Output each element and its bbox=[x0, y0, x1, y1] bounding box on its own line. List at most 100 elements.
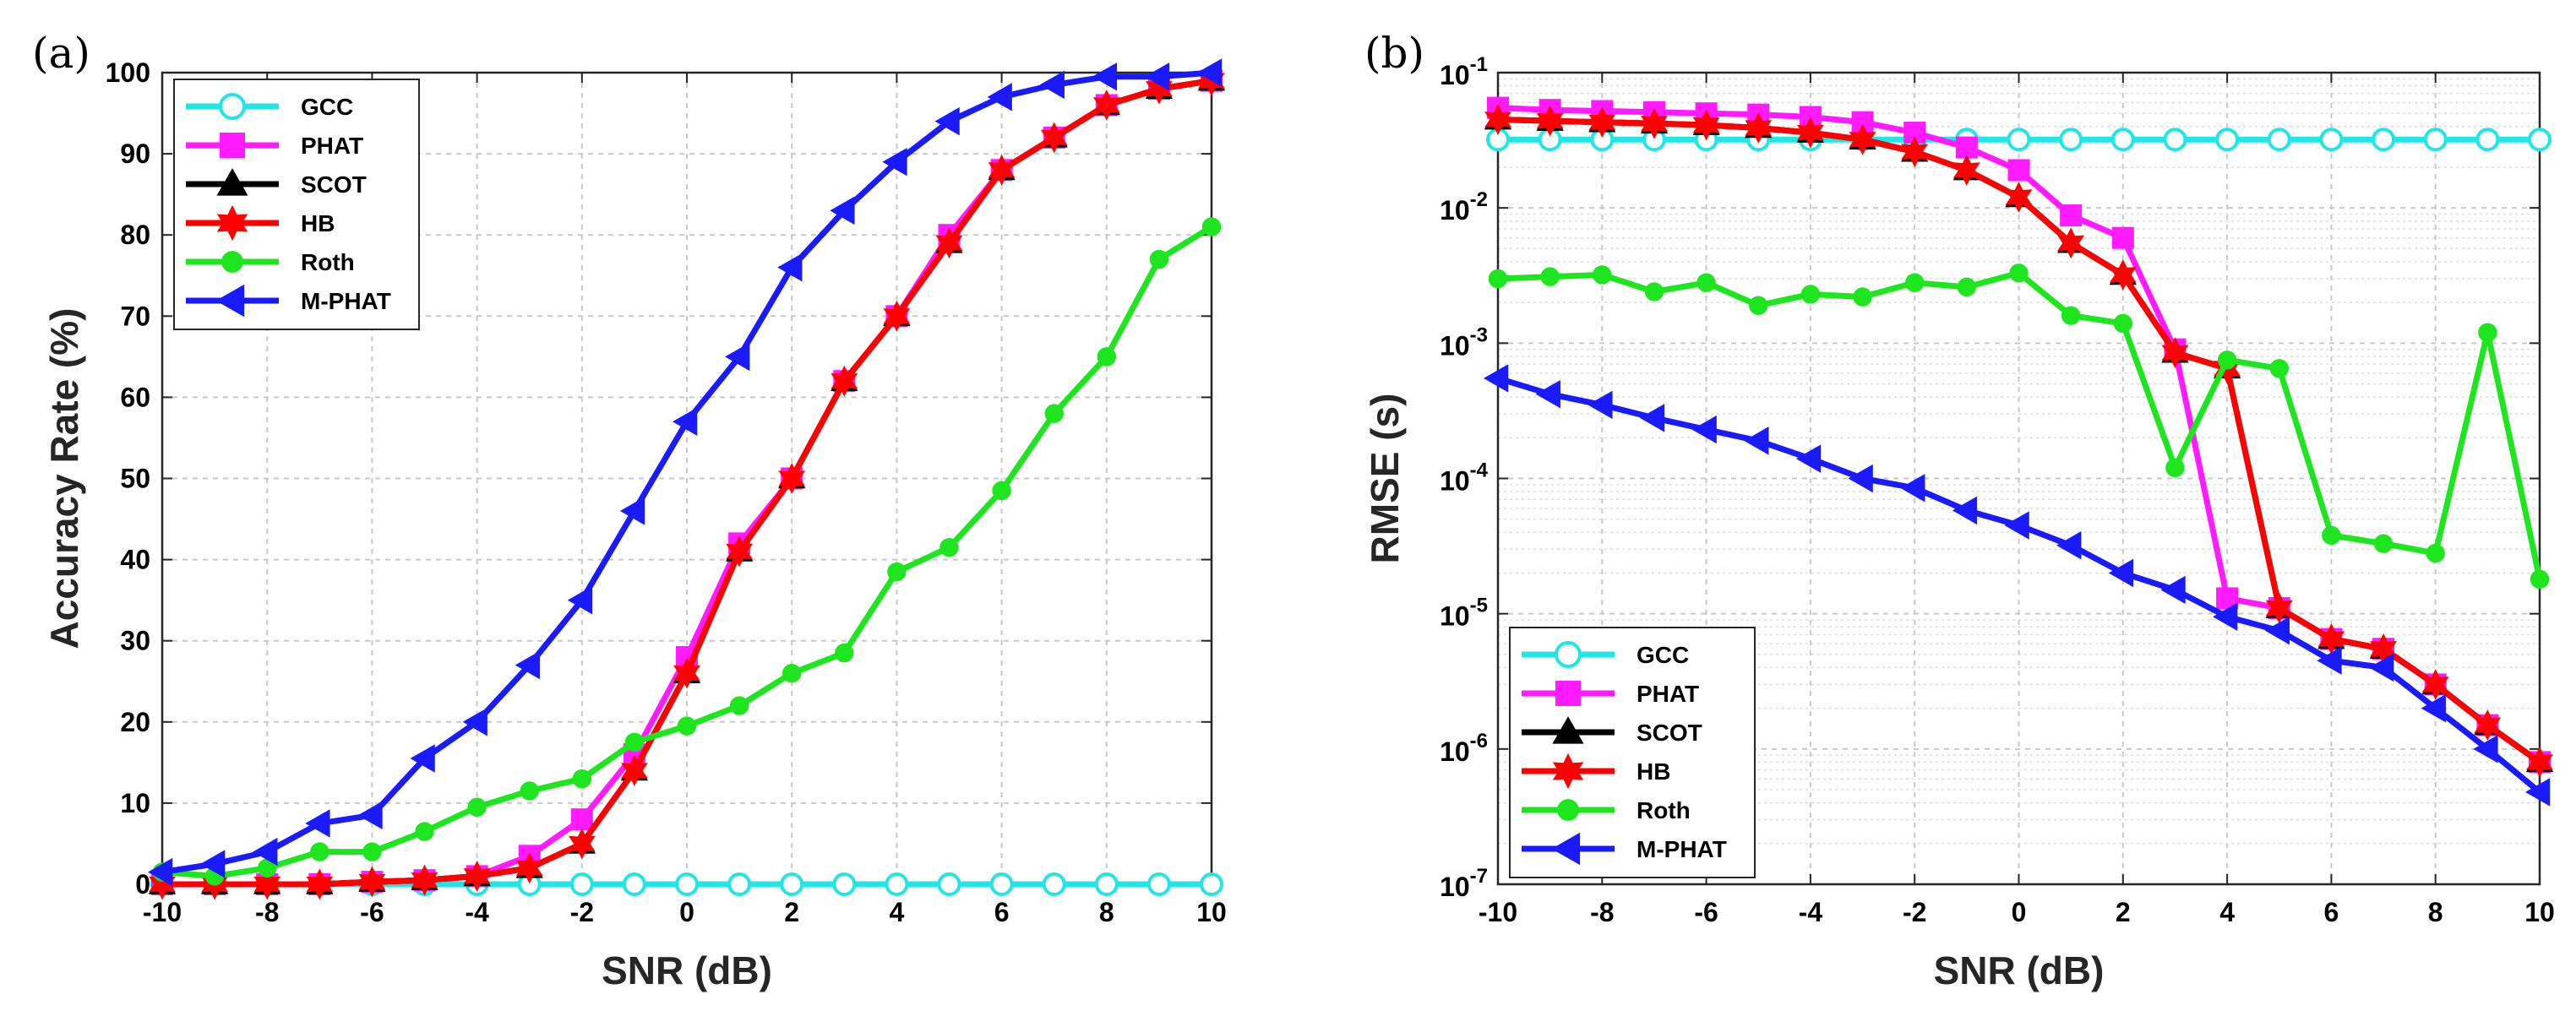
data-point bbox=[1144, 62, 1170, 91]
data-point bbox=[1849, 123, 1876, 155]
data-point bbox=[2426, 543, 2445, 563]
x-axis-title: SNR (dB) bbox=[602, 948, 772, 992]
legend-label: HB bbox=[301, 210, 335, 236]
data-point bbox=[1039, 70, 1065, 100]
data-point bbox=[310, 842, 329, 861]
data-point bbox=[1536, 105, 1564, 137]
data-point bbox=[726, 535, 754, 568]
chart-panel-a: -10 -8 -6 -4 -2 0 2 4 6 8 100102030405060708090100… bbox=[32, 29, 1227, 992]
data-point bbox=[887, 562, 907, 582]
x-tick-label: 0 bbox=[2012, 897, 2027, 927]
legend-entry: PHAT bbox=[186, 133, 363, 159]
data-point bbox=[1196, 58, 1223, 87]
data-point bbox=[1955, 136, 1978, 159]
data-point bbox=[672, 407, 698, 436]
legend: GCC PHAT SCOT HB Roth M-PHAT bbox=[173, 79, 420, 330]
data-point bbox=[2478, 323, 2497, 342]
data-point bbox=[1092, 62, 1118, 91]
data-point bbox=[2109, 258, 2137, 291]
x-tick-label: 10 bbox=[1196, 897, 1227, 927]
data-point bbox=[1639, 404, 1665, 432]
legend-box bbox=[173, 79, 420, 330]
data-point bbox=[885, 872, 909, 896]
series-roth bbox=[1488, 264, 2550, 589]
data-point bbox=[1535, 379, 1560, 409]
data-point bbox=[1952, 155, 1980, 186]
data-point bbox=[306, 868, 334, 900]
data-point bbox=[305, 809, 330, 838]
data-point bbox=[1097, 347, 1117, 367]
data-point bbox=[1853, 287, 1872, 307]
data-point bbox=[939, 537, 959, 557]
data-point bbox=[568, 828, 596, 860]
data-point bbox=[935, 227, 963, 259]
x-tick-label: -6 bbox=[360, 897, 384, 927]
data-point bbox=[1588, 390, 1613, 420]
x-tick-label: 4 bbox=[2219, 897, 2235, 927]
x-ticks: -10 -8 -6 -4 -2 0 2 4 6 8 10 bbox=[143, 73, 1227, 927]
data-point bbox=[677, 716, 697, 736]
data-point bbox=[1094, 872, 1119, 896]
series-roth bbox=[152, 217, 1222, 886]
legend-entry: SCOT bbox=[186, 168, 367, 198]
data-point bbox=[831, 365, 858, 397]
data-point bbox=[2059, 128, 2083, 152]
data-point bbox=[1901, 136, 1929, 168]
legend-entry: PHAT bbox=[1522, 681, 1699, 707]
legend-label: GCC bbox=[1637, 642, 1689, 668]
data-point bbox=[2421, 668, 2449, 700]
y-tick-label: 10-7 bbox=[1440, 865, 1488, 902]
data-point bbox=[570, 808, 593, 831]
data-point bbox=[989, 872, 1014, 896]
y-tick-label: 80 bbox=[120, 220, 150, 250]
legend-marker bbox=[215, 284, 245, 318]
data-point bbox=[2264, 616, 2290, 645]
data-point bbox=[2113, 313, 2133, 334]
legend-marker bbox=[1551, 832, 1581, 866]
x-tick-label: 8 bbox=[1099, 897, 1114, 927]
y-axis-title: RMSE (s) bbox=[1363, 394, 1407, 564]
legend-entry: Roth bbox=[1522, 797, 1691, 823]
y-tick-label: 10-2 bbox=[1440, 188, 1488, 226]
data-point bbox=[937, 872, 961, 896]
data-point bbox=[2369, 653, 2394, 682]
data-point bbox=[515, 852, 543, 884]
data-point bbox=[987, 83, 1012, 111]
y-tick-label: 70 bbox=[120, 301, 150, 331]
data-point bbox=[1957, 277, 1977, 297]
series-m-phat bbox=[147, 58, 1223, 887]
y-tick-label: 90 bbox=[120, 139, 150, 169]
data-point bbox=[2322, 525, 2341, 546]
data-point bbox=[200, 850, 226, 878]
data-point bbox=[1800, 285, 1821, 304]
legend-marker bbox=[216, 168, 248, 196]
data-point bbox=[2007, 159, 2030, 182]
chart-panel-b: -10 -8 -6 -4 -2 0 2 4 6 8 1010-710-610-510-410-310… bbox=[1363, 29, 2555, 992]
y-tick-label: 30 bbox=[120, 626, 150, 656]
data-point bbox=[462, 708, 487, 736]
data-point bbox=[988, 154, 1016, 186]
data-point bbox=[2530, 569, 2550, 589]
x-tick-label: 8 bbox=[2428, 897, 2443, 927]
data-point bbox=[149, 868, 176, 900]
data-point bbox=[2061, 306, 2081, 325]
legend-label: PHAT bbox=[301, 133, 363, 159]
x-tick-label: 10 bbox=[2524, 897, 2555, 927]
data-point bbox=[675, 872, 699, 896]
data-point bbox=[835, 643, 854, 663]
data-point bbox=[1149, 249, 1169, 269]
data-point bbox=[2475, 128, 2500, 152]
legend-entry: Roth bbox=[186, 249, 355, 275]
y-ticks: 10-7 10-6 10-5 10-4 10-3 10-2 10-1 bbox=[1440, 53, 2540, 902]
legend-label: M-PHAT bbox=[1637, 836, 1727, 862]
data-point bbox=[467, 797, 487, 817]
data-point bbox=[2269, 359, 2289, 378]
data-point bbox=[1848, 464, 1873, 493]
x-axis-title: SNR (dB) bbox=[1934, 948, 2105, 992]
legend: GCC PHAT SCOT HB Roth M-PHAT bbox=[1509, 627, 1756, 878]
y-tick-label: 100 bbox=[106, 57, 150, 88]
data-point bbox=[725, 342, 750, 372]
data-point bbox=[1593, 265, 1612, 285]
data-point bbox=[624, 732, 645, 753]
data-point bbox=[358, 866, 386, 898]
